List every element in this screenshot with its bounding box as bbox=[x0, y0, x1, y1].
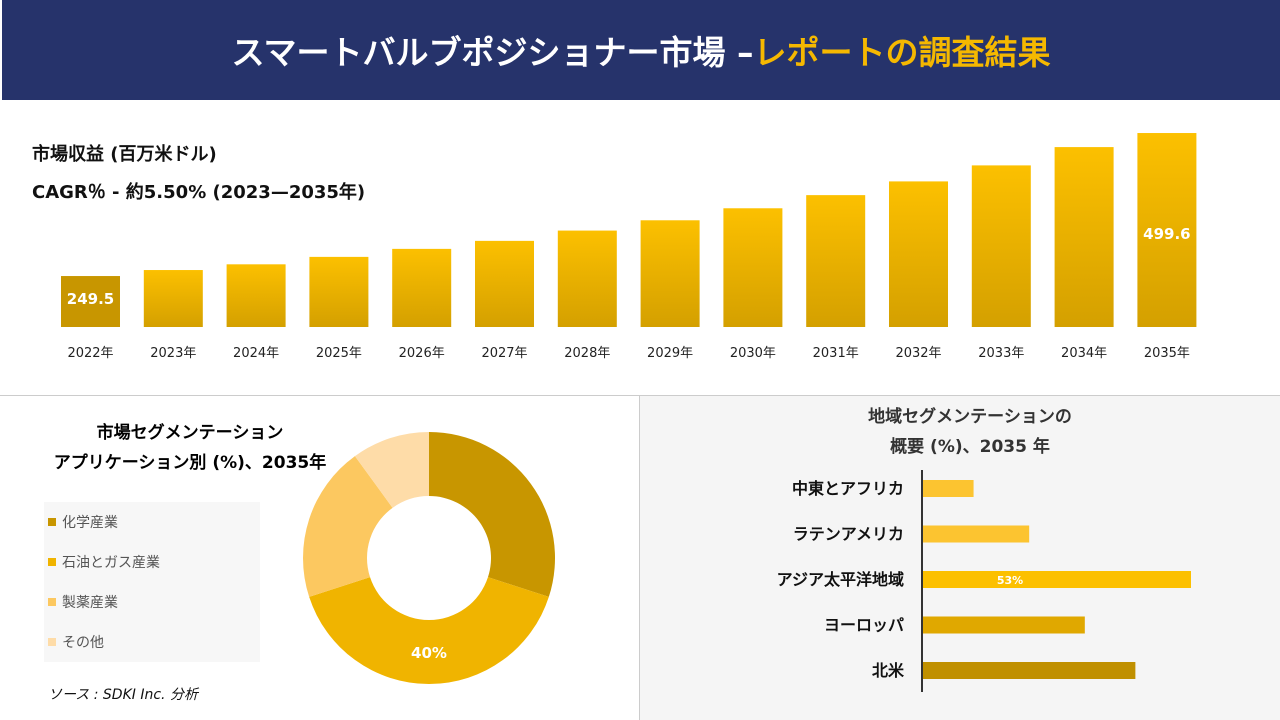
legend-item: その他 bbox=[48, 632, 104, 652]
region-label: アジア太平洋地域 bbox=[777, 570, 904, 589]
region-label: ラテンアメリカ bbox=[793, 525, 904, 544]
bar-2028年 bbox=[557, 230, 617, 327]
bar-2029年 bbox=[640, 220, 700, 327]
bar-2032年 bbox=[889, 181, 948, 327]
legend-swatch bbox=[48, 598, 56, 606]
legend-label: 化学産業 bbox=[62, 515, 118, 531]
bar-2026年 bbox=[392, 248, 452, 327]
donut-legend bbox=[44, 502, 260, 662]
x-tick-label: 2025年 bbox=[316, 346, 362, 361]
legend-label: その他 bbox=[62, 635, 104, 651]
legend-label: 製薬産業 bbox=[62, 595, 118, 611]
bar-2023年 bbox=[143, 270, 203, 327]
legend-swatch bbox=[48, 638, 56, 646]
bar-2024年 bbox=[226, 264, 286, 327]
donut-slice-石油とガス産業 bbox=[309, 577, 549, 685]
x-tick-label: 2023年 bbox=[150, 346, 196, 361]
region-data-label: 53% bbox=[997, 574, 1023, 587]
region-bar-アジア太平洋地域 bbox=[923, 571, 1191, 588]
bar-2035年 bbox=[1137, 133, 1197, 327]
application-panel bbox=[0, 395, 640, 720]
region-bar-ヨーロッパ bbox=[923, 616, 1085, 634]
region-title: 地域セグメンテーションの 概要 (%)、2035 年 bbox=[868, 407, 1072, 457]
x-tick-label: 2031年 bbox=[813, 346, 859, 361]
bar-2027年 bbox=[475, 240, 534, 327]
donut-slice-その他 bbox=[354, 432, 429, 508]
cagr-label: CAGR％ - 約5.50% (2023—2035年) bbox=[32, 182, 366, 203]
title-main: スマートバルブポジショナー市場 – bbox=[231, 33, 754, 72]
region-bar-北米 bbox=[923, 662, 1136, 679]
bar-2031年 bbox=[806, 195, 866, 327]
title-accent: レポートの調査結果 bbox=[753, 33, 1051, 72]
legend-swatch bbox=[48, 518, 56, 526]
application-donut-chart: 40% bbox=[303, 432, 555, 685]
revenue-label: 市場収益 (百万米ドル) bbox=[32, 144, 217, 165]
bar-2022年 bbox=[61, 276, 120, 327]
bar-2034年 bbox=[1054, 147, 1114, 327]
x-tick-label: 2028年 bbox=[564, 346, 610, 361]
donut-slice-化学産業 bbox=[429, 432, 555, 597]
page-title: スマートバルブポジショナー市場 – レポートの調査結果 bbox=[2, 0, 1280, 100]
x-tick-label: 2035年 bbox=[1144, 346, 1190, 361]
x-tick-label: 2032年 bbox=[895, 346, 941, 361]
x-tick-label: 2033年 bbox=[978, 346, 1024, 361]
legend-label: 石油とガス産業 bbox=[62, 555, 160, 571]
x-tick-label: 2030年 bbox=[730, 346, 776, 361]
bar-2025年 bbox=[309, 256, 369, 327]
legend-item: 石油とガス産業 bbox=[48, 552, 160, 572]
x-tick-label: 2022年 bbox=[67, 346, 113, 361]
donut-data-label: 40% bbox=[411, 644, 447, 662]
legend-item: 化学産業 bbox=[48, 512, 118, 532]
legend-item: 製薬産業 bbox=[48, 592, 118, 612]
source-note: ソース : SDKI Inc. 分析 bbox=[48, 687, 198, 703]
region-bar-ラテンアメリカ bbox=[923, 525, 1030, 543]
bar-data-label: 499.6 bbox=[1143, 225, 1190, 243]
x-tick-label: 2034年 bbox=[1061, 346, 1107, 361]
x-tick-label: 2027年 bbox=[481, 346, 527, 361]
region-label: ヨーロッパ bbox=[824, 616, 904, 635]
x-tick-label: 2024年 bbox=[233, 346, 279, 361]
revenue-bar-chart: 2022年 249.5 2023年 2024年 2025年 2026年 2027年 2028年… bbox=[61, 133, 1197, 361]
x-tick-label: 2029年 bbox=[647, 346, 693, 361]
x-tick-label: 2026年 bbox=[399, 346, 445, 361]
application-title: 市場セグメンテーション アプリケーション別 (%)、2035年 bbox=[53, 423, 327, 473]
region-label: 中東とアフリカ bbox=[792, 479, 904, 498]
donut-slice-製薬産業 bbox=[303, 456, 393, 597]
region-label: 北米 bbox=[872, 661, 905, 680]
bar-data-label: 249.5 bbox=[67, 290, 114, 308]
bar-2030年 bbox=[723, 208, 783, 327]
region-bar-中東とアフリカ bbox=[923, 480, 974, 497]
bar-2033年 bbox=[971, 165, 1031, 327]
legend-swatch bbox=[48, 558, 56, 566]
